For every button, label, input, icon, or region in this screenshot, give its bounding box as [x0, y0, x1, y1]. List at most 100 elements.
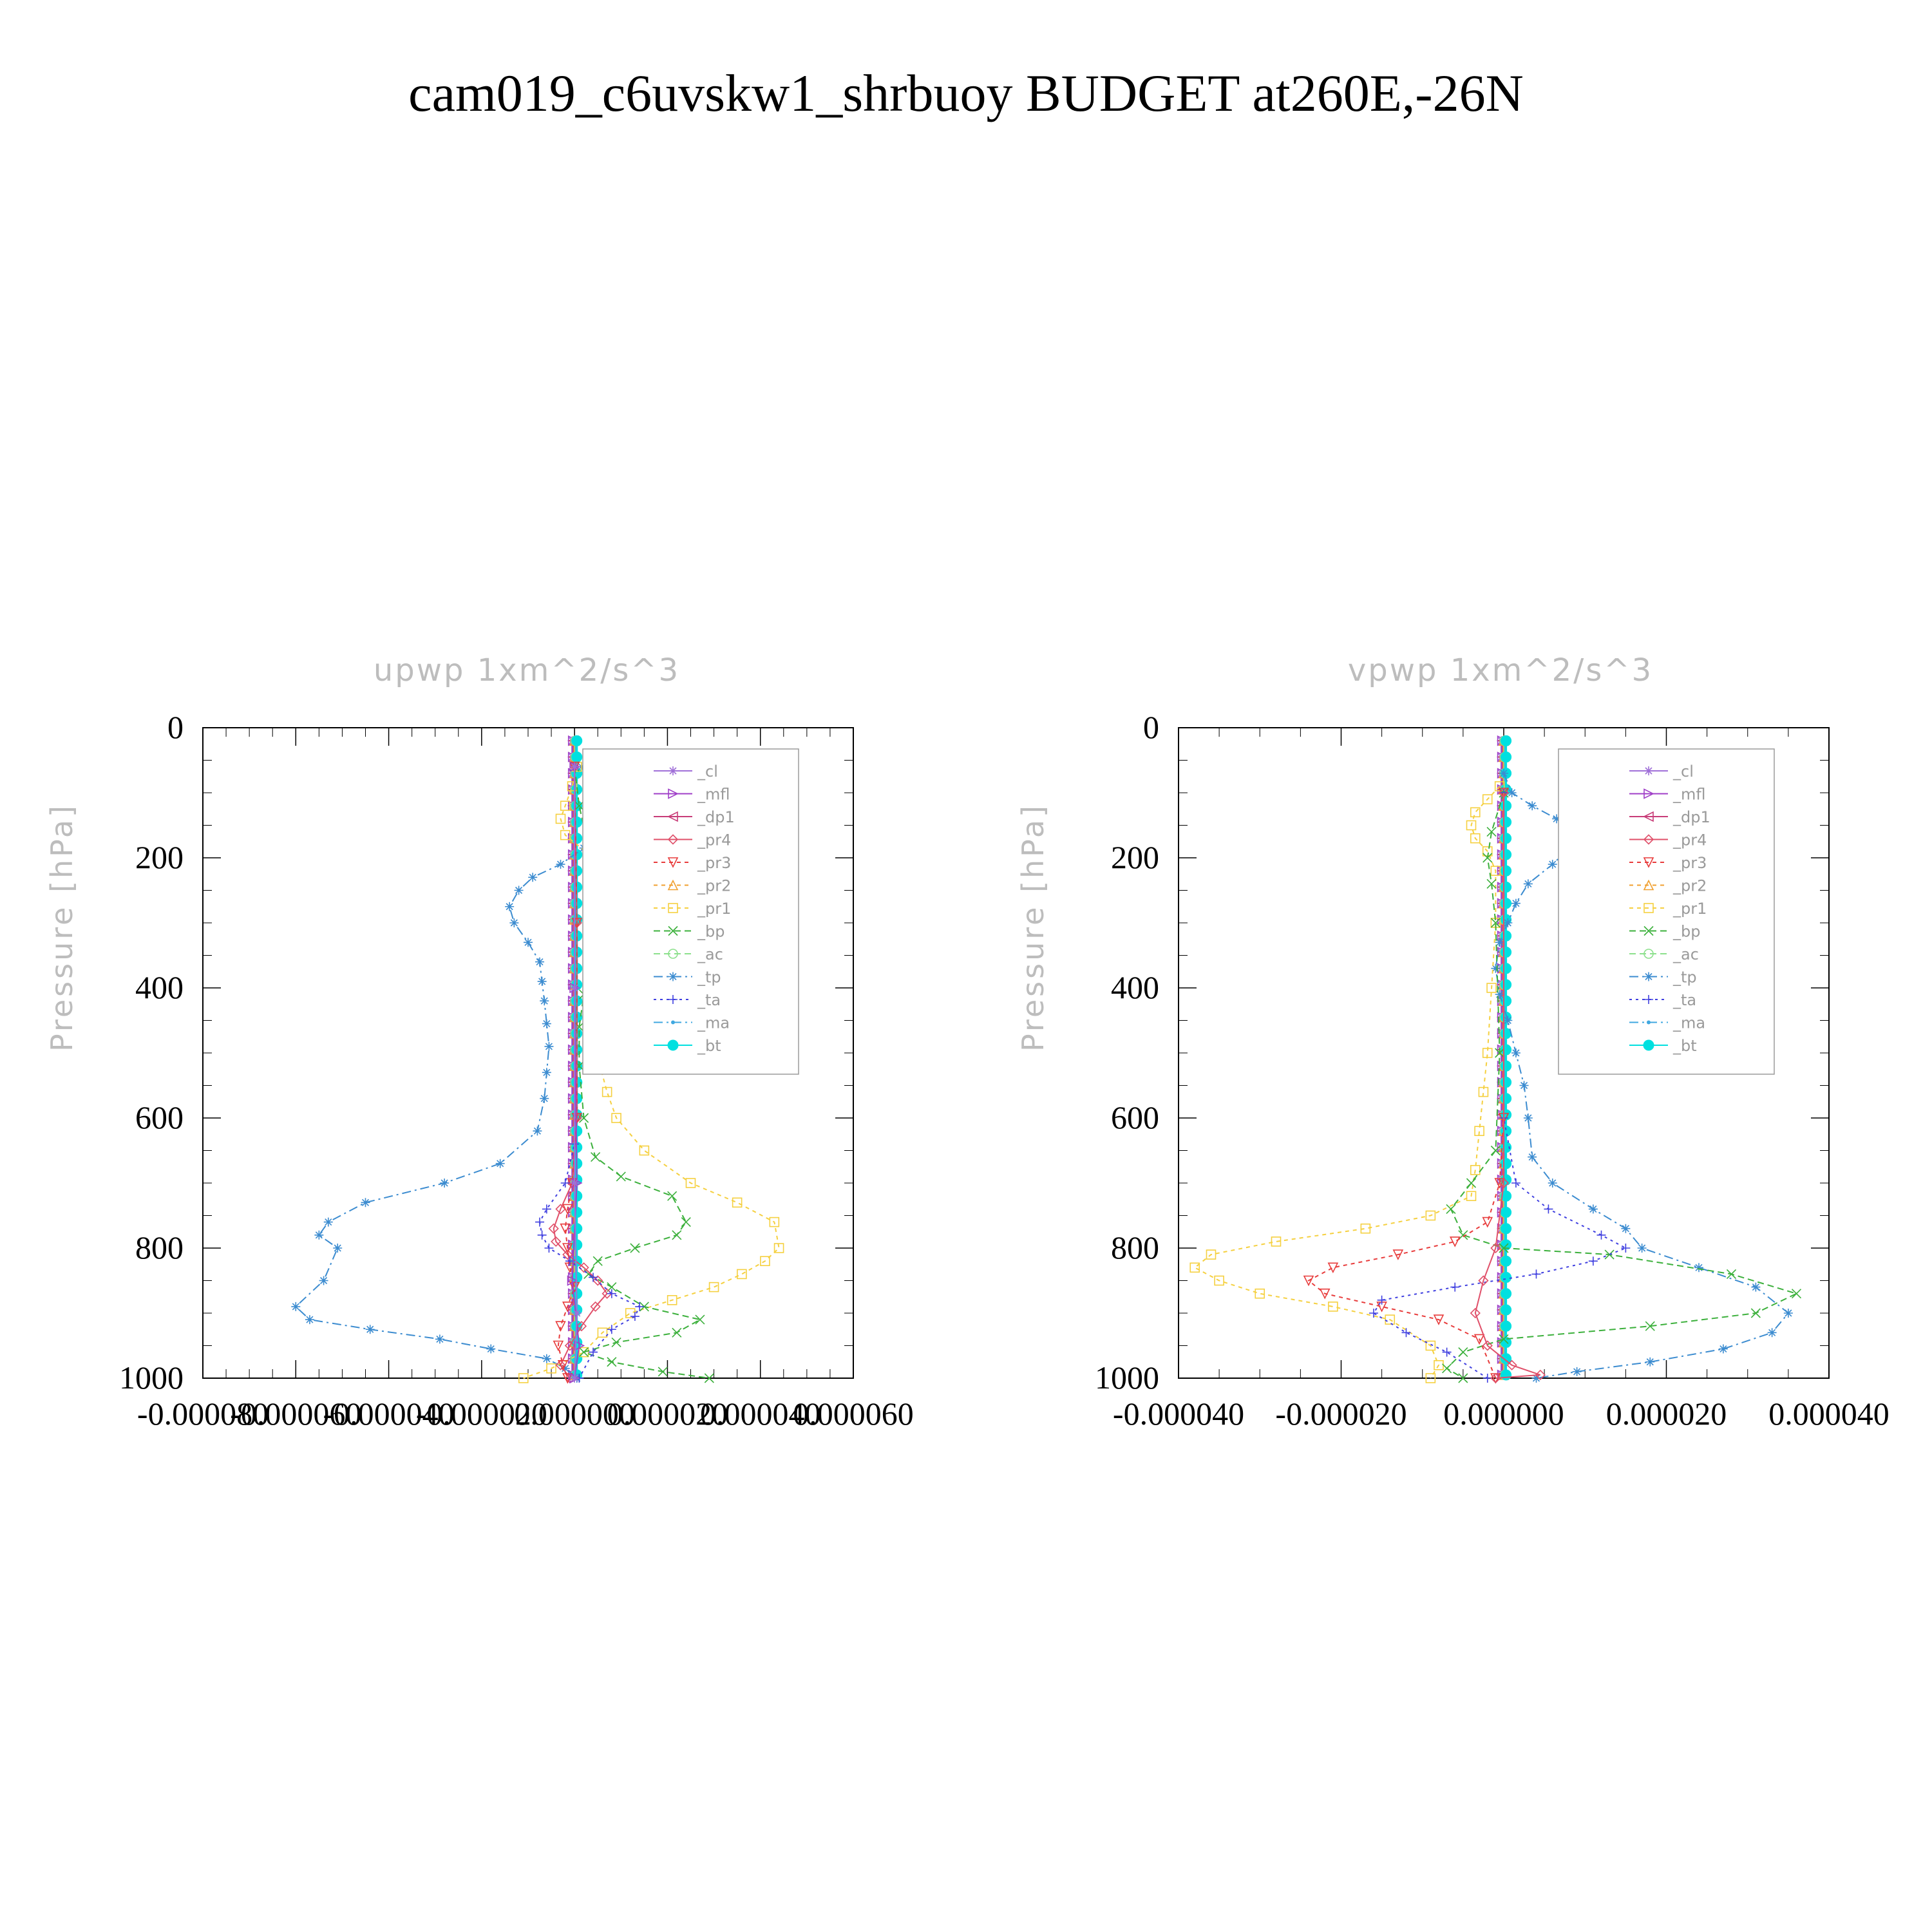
- marker-bt: [1501, 1076, 1512, 1088]
- marker-bp: [579, 1347, 589, 1358]
- marker-pr4: [578, 1262, 589, 1273]
- marker-pr1: [1470, 1165, 1481, 1175]
- series-pr3: [1303, 788, 1510, 1384]
- legend-box: [582, 748, 799, 1075]
- marker-ta: [1588, 1256, 1598, 1266]
- marker-bp: [1791, 1289, 1802, 1299]
- marker-pr4: [1535, 1369, 1546, 1381]
- marker-pr1: [560, 800, 571, 811]
- marker-pr1: [1478, 1086, 1489, 1097]
- y-tick-label: 800: [135, 1229, 184, 1265]
- legend-label: _bp: [1672, 923, 1700, 941]
- legend-label: _ac: [697, 945, 723, 963]
- marker-bp: [667, 1191, 677, 1201]
- x-tick-label: 0.000040: [700, 1396, 821, 1432]
- marker-tp: [1718, 1344, 1728, 1354]
- marker-pr3: [1319, 1288, 1331, 1300]
- marker-tp: [1491, 963, 1501, 973]
- legend-label: _ta: [1672, 991, 1696, 1009]
- legend: _cl _mfl _dp1 _pr4 _pr3 _pr2 _pr1 _bp _ac _tp _ta _…: [1558, 748, 1775, 1075]
- y-axis-label-vpwp: Pressure [hPa]: [1016, 803, 1050, 1052]
- marker-ta: [1511, 1179, 1520, 1188]
- legend-label: _tp: [1672, 969, 1697, 987]
- marker-bp: [672, 1327, 682, 1338]
- marker-bp: [704, 1373, 714, 1383]
- legend-marker-pr1: [1643, 903, 1654, 913]
- legend-item-mfl: _mfl: [1629, 786, 1706, 804]
- legend-marker-tp: [1644, 972, 1653, 981]
- legend-marker-ma: [671, 1020, 675, 1025]
- legend-item-bt: _bt: [1629, 1037, 1697, 1055]
- legend-item-bt: _bt: [654, 1037, 721, 1055]
- marker-pr3: [1433, 1314, 1444, 1325]
- y-tick-label: 600: [1111, 1099, 1159, 1135]
- marker-pr1: [1494, 781, 1505, 791]
- x-tick-label: -0.000040: [1113, 1396, 1244, 1432]
- x-tick-label: -0.000060: [230, 1396, 361, 1432]
- marker-bp: [1645, 1321, 1655, 1331]
- y-tick-label: 400: [1111, 969, 1159, 1005]
- marker-bt: [1501, 1304, 1512, 1316]
- marker-tp: [1495, 990, 1504, 999]
- marker-pr1: [1214, 1275, 1224, 1286]
- marker-tp: [319, 1276, 328, 1285]
- marker-ta: [1621, 1244, 1631, 1253]
- marker-pr1: [560, 829, 571, 840]
- legend-item-ta: _ta: [1629, 991, 1696, 1009]
- marker-bp: [1495, 1048, 1505, 1058]
- marker-pr1: [611, 1113, 621, 1123]
- marker-pr4: [1482, 1340, 1493, 1351]
- marker-pr4: [555, 1204, 566, 1215]
- marker-pr1: [1271, 1236, 1282, 1247]
- y-tick-label: 200: [1111, 839, 1159, 875]
- marker-tp: [333, 1244, 343, 1253]
- marker-tp: [361, 1198, 370, 1208]
- marker-bp: [1458, 1373, 1468, 1383]
- marker-tp: [1783, 1309, 1793, 1318]
- y-tick-label: 800: [1111, 1229, 1159, 1265]
- legend-label: _bp: [697, 923, 724, 941]
- marker-bp: [592, 1256, 603, 1266]
- marker-pr3: [1392, 1249, 1404, 1260]
- marker-bt: [1501, 1093, 1512, 1104]
- marker-tp: [495, 1159, 505, 1168]
- legend: _cl _mfl _dp1 _pr4 _pr3 _pr2 _pr1 _bp _ac _tp _ta _…: [582, 748, 799, 1075]
- marker-pr4: [555, 1359, 566, 1370]
- marker-tp: [1637, 1244, 1647, 1253]
- marker-pr1: [546, 1363, 556, 1374]
- legend-marker-mfl: [1643, 788, 1654, 799]
- legend-marker-ta: [1644, 995, 1653, 1004]
- legend-item-ma: _ma: [1629, 1014, 1705, 1032]
- marker-bp: [1750, 1308, 1761, 1318]
- marker-ta: [537, 1230, 547, 1240]
- marker-pr3: [553, 1340, 564, 1352]
- marker-bp: [630, 1243, 640, 1253]
- legend-marker-pr4: [667, 834, 679, 845]
- marker-cl: [572, 1309, 582, 1318]
- marker-bt: [1501, 1271, 1512, 1283]
- legend-item-pr3: _pr3: [654, 854, 731, 872]
- marker-tp: [1503, 1016, 1513, 1025]
- marker-tp: [556, 860, 565, 869]
- marker-pr4: [1490, 1372, 1501, 1384]
- marker-bt: [1501, 833, 1512, 844]
- series-line-pr1: [1193, 786, 1501, 1379]
- chart-panel-vpwp: vpwp 1xm^2/s^3 Pressure [hPa] -0.000040-…: [1016, 652, 1889, 1432]
- marker-bp: [1446, 1204, 1456, 1214]
- marker-bt: [1501, 816, 1512, 828]
- marker-tp: [509, 918, 519, 927]
- marker-pr1: [1482, 1048, 1493, 1058]
- marker-pr1: [1425, 1210, 1436, 1221]
- marker-bt: [1501, 1060, 1512, 1072]
- legend-label: _pr2: [1672, 877, 1707, 895]
- marker-ta: [1369, 1309, 1378, 1318]
- series-line-bp: [1445, 792, 1799, 1379]
- marker-bp: [1458, 1347, 1468, 1358]
- plot-area-vpwp: -0.000040 -0.000020 0.000000 0.000020 0.0000…: [1095, 709, 1889, 1432]
- marker-bt: [571, 1223, 583, 1235]
- marker-pr1: [1328, 1302, 1338, 1312]
- marker-bp: [1499, 1243, 1509, 1253]
- marker-ta: [589, 1273, 598, 1282]
- marker-pr1: [1490, 866, 1501, 876]
- legend-label: _pr2: [697, 877, 731, 895]
